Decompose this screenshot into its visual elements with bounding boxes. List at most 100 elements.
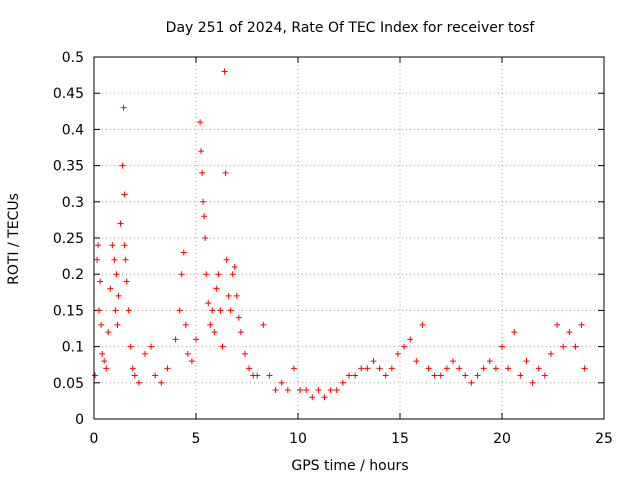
data-point: [266, 372, 273, 379]
data-point: [297, 387, 304, 394]
data-point: [358, 365, 365, 372]
data-point: [176, 307, 183, 314]
data-point: [201, 213, 208, 220]
data-point: [115, 292, 122, 299]
data-point: [172, 336, 179, 343]
data-point: [260, 321, 267, 328]
data-point: [456, 365, 463, 372]
data-point: [135, 379, 142, 386]
data-point: [382, 372, 389, 379]
data-point: [499, 343, 505, 350]
y-tick-label: 0.15: [53, 303, 84, 319]
x-tick-label: 10: [289, 431, 307, 447]
data-point: [109, 242, 116, 249]
data-point: [346, 372, 352, 379]
data-point: [492, 365, 499, 372]
data-point: [327, 387, 334, 394]
y-tick-label: 0.3: [62, 195, 84, 211]
data-point: [129, 365, 136, 372]
data-point: [197, 119, 204, 126]
data-point: [114, 321, 121, 328]
data-point: [95, 242, 102, 249]
data-point: [523, 358, 530, 365]
data-point: [290, 365, 297, 372]
data-point: [233, 292, 240, 299]
x-axis-label: GPS time / hours: [291, 458, 408, 474]
data-point: [121, 191, 128, 198]
data-point: [205, 300, 212, 307]
data-point: [425, 365, 432, 372]
data-point: [437, 372, 444, 379]
data-point: [227, 307, 234, 314]
x-tick-label: 20: [493, 431, 511, 447]
data-point: [419, 321, 426, 328]
data-point: [99, 350, 106, 357]
data-point: [121, 242, 128, 249]
data-point: [529, 379, 536, 386]
data-point: [541, 372, 548, 379]
data-point: [148, 343, 155, 350]
data-point: [223, 256, 230, 263]
data-point: [560, 343, 567, 350]
y-tick-label: 0: [75, 412, 84, 428]
x-tick-label: 0: [90, 431, 99, 447]
data-point: [182, 321, 189, 328]
data-point: [131, 372, 138, 379]
data-point: [111, 256, 118, 263]
data-point: [198, 148, 205, 155]
data-point: [370, 358, 377, 365]
data-point: [254, 372, 261, 379]
y-tick-label: 0.35: [53, 159, 84, 175]
data-points: [92, 68, 588, 401]
data-point: [246, 365, 253, 372]
data-point: [303, 387, 310, 394]
data-point: [203, 271, 210, 278]
data-point: [215, 271, 222, 278]
grid-lines: [94, 57, 604, 419]
axis-ticks: 0 0.05 0.1 0.15 0.2 0.25 0.3 0.35 0.4 0.45 0.5 0 5 10…: [53, 50, 613, 447]
data-point: [566, 329, 573, 336]
data-point: [217, 307, 224, 314]
data-point: [235, 314, 242, 321]
data-point: [200, 198, 207, 205]
data-point: [94, 256, 101, 263]
data-point: [211, 329, 218, 336]
data-point: [222, 169, 229, 176]
data-point: [321, 394, 328, 401]
data-point: [450, 358, 457, 365]
data-point: [97, 278, 104, 285]
data-point: [120, 104, 127, 111]
x-tick-label: 25: [595, 431, 613, 447]
data-point: [96, 307, 103, 314]
data-point: [193, 336, 199, 343]
data-point: [158, 379, 165, 386]
data-point: [125, 307, 132, 314]
data-point: [394, 350, 401, 357]
data-point: [407, 336, 414, 343]
data-point: [117, 220, 124, 227]
data-point: [229, 271, 236, 278]
data-point: [443, 365, 450, 372]
data-point: [122, 256, 129, 263]
data-point: [517, 372, 524, 379]
data-point: [207, 321, 214, 328]
data-point: [209, 307, 216, 314]
data-point: [278, 379, 285, 386]
data-point: [92, 372, 99, 379]
data-point: [315, 387, 322, 394]
y-tick-label: 0.1: [62, 340, 84, 356]
data-point: [103, 365, 110, 372]
data-point: [188, 358, 195, 365]
data-point: [547, 350, 554, 357]
y-tick-label: 0.5: [62, 50, 84, 66]
y-tick-label: 0.4: [62, 122, 84, 138]
data-point: [413, 358, 420, 365]
data-point: [480, 365, 487, 372]
data-point: [468, 379, 475, 386]
data-point: [107, 285, 114, 292]
data-point: [376, 365, 383, 372]
data-point: [578, 321, 585, 328]
y-tick-label: 0.05: [53, 376, 84, 392]
data-point: [152, 372, 159, 379]
